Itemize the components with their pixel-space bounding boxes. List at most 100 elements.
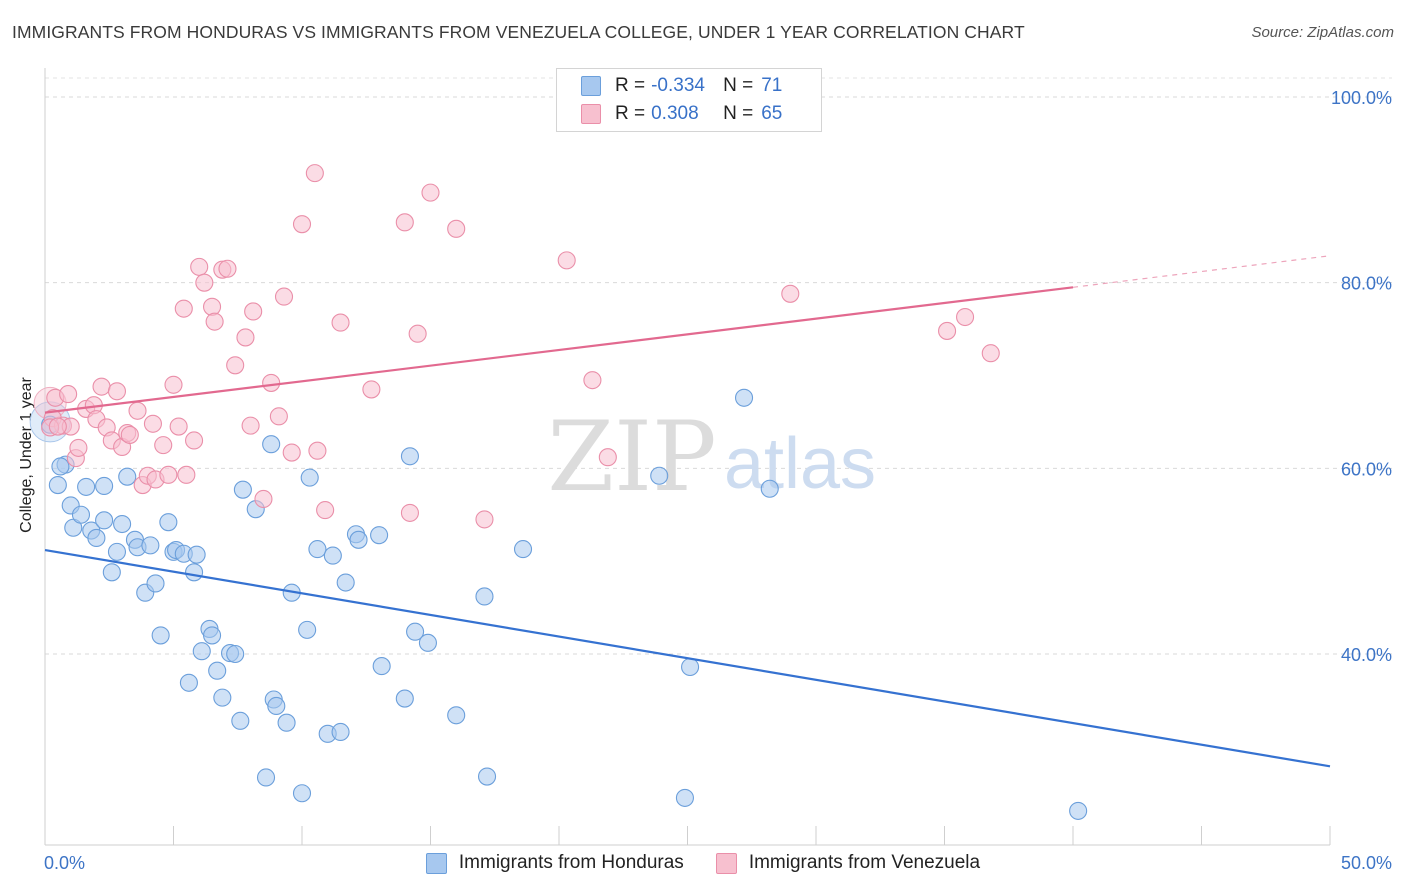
axes	[44, 68, 1331, 846]
honduras-point	[87, 528, 106, 548]
honduras-point	[372, 657, 391, 676]
series-legend-honduras: Immigrants from Honduras	[425, 852, 684, 874]
y-tick-label: 80.0%	[1341, 274, 1392, 294]
honduras-point	[370, 526, 389, 545]
x-tick-label: 0.0%	[44, 853, 85, 873]
legend-r-label: R =	[615, 103, 646, 124]
honduras-point	[267, 696, 286, 716]
venezuela-point	[408, 324, 427, 343]
venezuela-point	[107, 382, 127, 401]
honduras-point	[159, 513, 178, 532]
venezuela-point	[981, 344, 1000, 363]
honduras-point	[226, 644, 245, 664]
honduras-point	[71, 505, 91, 524]
honduras-point	[146, 574, 165, 593]
honduras-point	[213, 688, 232, 707]
series-legend-venezuela: Immigrants from Venezuela	[715, 852, 980, 874]
y-tick-label: 60.0%	[1341, 459, 1392, 479]
series-swatch-venezuela	[715, 852, 737, 874]
honduras-point	[231, 711, 250, 730]
honduras-point	[336, 573, 355, 592]
venezuela-point	[185, 431, 204, 450]
watermark: ZIP atlas	[547, 401, 876, 513]
watermark-atlas: atlas	[724, 424, 876, 504]
honduras-point	[95, 511, 114, 530]
honduras-point	[107, 542, 127, 561]
venezuela-point	[254, 489, 273, 509]
legend-row-honduras: R = -0.334 N = 71	[581, 73, 782, 99]
watermark-zip: ZIP	[547, 401, 716, 513]
venezuela-point	[598, 448, 617, 467]
honduras-point	[203, 626, 222, 645]
honduras-point	[77, 477, 96, 496]
honduras-point	[418, 633, 437, 652]
legend-row-venezuela: R = 0.308 N = 65	[581, 101, 782, 127]
legend-r-value: 0.308	[651, 103, 699, 124]
honduras-point	[395, 689, 414, 708]
honduras-point	[323, 546, 342, 565]
honduras-point	[1069, 801, 1088, 820]
venezuela-point	[447, 219, 466, 238]
venezuela-point	[174, 299, 193, 318]
honduras-point	[262, 435, 281, 454]
legend-r-value: -0.334	[651, 75, 705, 96]
venezuela-point	[164, 375, 183, 394]
legend-n-label: N =	[723, 75, 754, 96]
venezuela-point	[143, 414, 162, 433]
venezuela-point	[226, 356, 245, 375]
legend-n-value: 71	[761, 75, 783, 96]
venezuela-point	[218, 259, 237, 278]
honduras-point	[113, 514, 132, 534]
chart-title: IMMIGRANTS FROM HONDURAS VS IMMIGRANTS F…	[12, 22, 1025, 42]
venezuela-point	[331, 313, 350, 332]
honduras-point	[95, 476, 114, 496]
venezuela-point	[177, 465, 196, 484]
honduras-point	[277, 713, 296, 732]
honduras-point	[477, 767, 497, 786]
honduras-point	[331, 722, 350, 742]
venezuela-point	[48, 417, 67, 436]
honduras-point	[650, 466, 669, 485]
venezuela-point	[241, 416, 260, 435]
honduras-point	[406, 622, 425, 641]
venezuela-point	[269, 407, 288, 426]
honduras-point	[300, 468, 319, 487]
venezuela-point	[169, 417, 188, 436]
venezuela-point	[274, 287, 294, 306]
legend-n-label: N =	[723, 103, 754, 124]
y-tick-label: 40.0%	[1341, 645, 1392, 665]
venezuela-point	[262, 373, 281, 392]
honduras-point	[192, 642, 211, 661]
source-label: Source: ZipAtlas.com	[1251, 24, 1394, 41]
venezuela-point	[159, 465, 178, 484]
honduras-point	[48, 475, 67, 495]
trend-line-extension	[1072, 255, 1331, 288]
trend-lines	[44, 255, 1331, 768]
venezuela-point	[557, 251, 576, 270]
honduras-point	[447, 706, 466, 725]
trend-line	[44, 548, 1331, 768]
honduras-point	[734, 388, 754, 407]
honduras-point	[760, 479, 779, 498]
venezuela-point	[128, 401, 147, 420]
y-tick-label: 100.0%	[1331, 88, 1392, 108]
venezuela-point	[781, 284, 800, 303]
gridlines	[45, 77, 1392, 655]
series-swatch-honduras	[425, 852, 447, 874]
venezuela-point	[400, 503, 419, 522]
tick-labels: 40.0% 60.0% 80.0% 100.0% 0.0% 50.0%	[44, 88, 1392, 873]
venezuela-point	[120, 425, 139, 444]
venezuela-point	[282, 443, 301, 462]
trend-line	[44, 286, 1074, 414]
honduras-point	[151, 626, 170, 645]
honduras-point	[681, 657, 700, 677]
honduras-point	[308, 540, 327, 559]
data-points	[29, 164, 1088, 820]
venezuela-point	[292, 215, 312, 234]
venezuela-point	[956, 307, 975, 327]
venezuela-point	[583, 371, 602, 390]
honduras-point	[185, 563, 204, 582]
honduras-point	[475, 587, 494, 606]
legend-swatch-honduras	[581, 76, 601, 96]
